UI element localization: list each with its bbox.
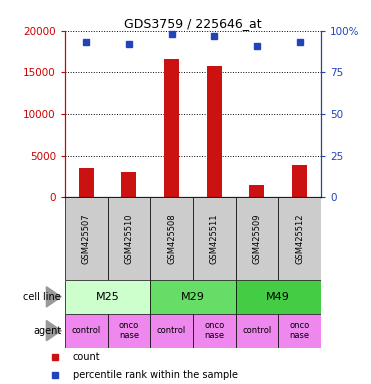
Bar [236,280,321,314]
Text: agent: agent [33,326,61,336]
Text: percentile rank within the sample: percentile rank within the sample [73,370,238,380]
Bar [207,66,222,197]
Bar [278,197,321,280]
Bar [236,197,278,280]
Bar [292,165,307,197]
Bar [236,314,278,348]
Text: GSM425508: GSM425508 [167,214,176,264]
Text: count: count [73,352,101,362]
Bar [193,197,236,280]
Text: onco
nase: onco nase [289,321,310,340]
Text: GSM425512: GSM425512 [295,214,304,264]
Text: onco
nase: onco nase [119,321,139,340]
Text: onco
nase: onco nase [204,321,224,340]
Bar [164,59,179,197]
Bar [79,168,94,197]
Bar [249,185,265,197]
Bar [108,197,150,280]
Text: control: control [72,326,101,335]
Text: control: control [157,326,186,335]
Bar [65,280,150,314]
Bar [150,280,236,314]
Text: GSM425509: GSM425509 [252,214,262,264]
Bar [65,314,108,348]
Text: M25: M25 [96,292,119,302]
Title: GDS3759 / 225646_at: GDS3759 / 225646_at [124,17,262,30]
Bar [65,197,108,280]
Bar [150,314,193,348]
Text: M49: M49 [266,292,290,302]
Bar [108,314,150,348]
Bar [121,172,137,197]
Polygon shape [46,321,61,341]
Text: M29: M29 [181,292,205,302]
Text: GSM425511: GSM425511 [210,214,219,264]
Text: cell line: cell line [23,292,61,302]
Text: GSM425510: GSM425510 [124,214,134,264]
Polygon shape [46,287,61,307]
Text: control: control [242,326,272,335]
Bar [150,197,193,280]
Bar [278,314,321,348]
Text: GSM425507: GSM425507 [82,214,91,264]
Bar [193,314,236,348]
